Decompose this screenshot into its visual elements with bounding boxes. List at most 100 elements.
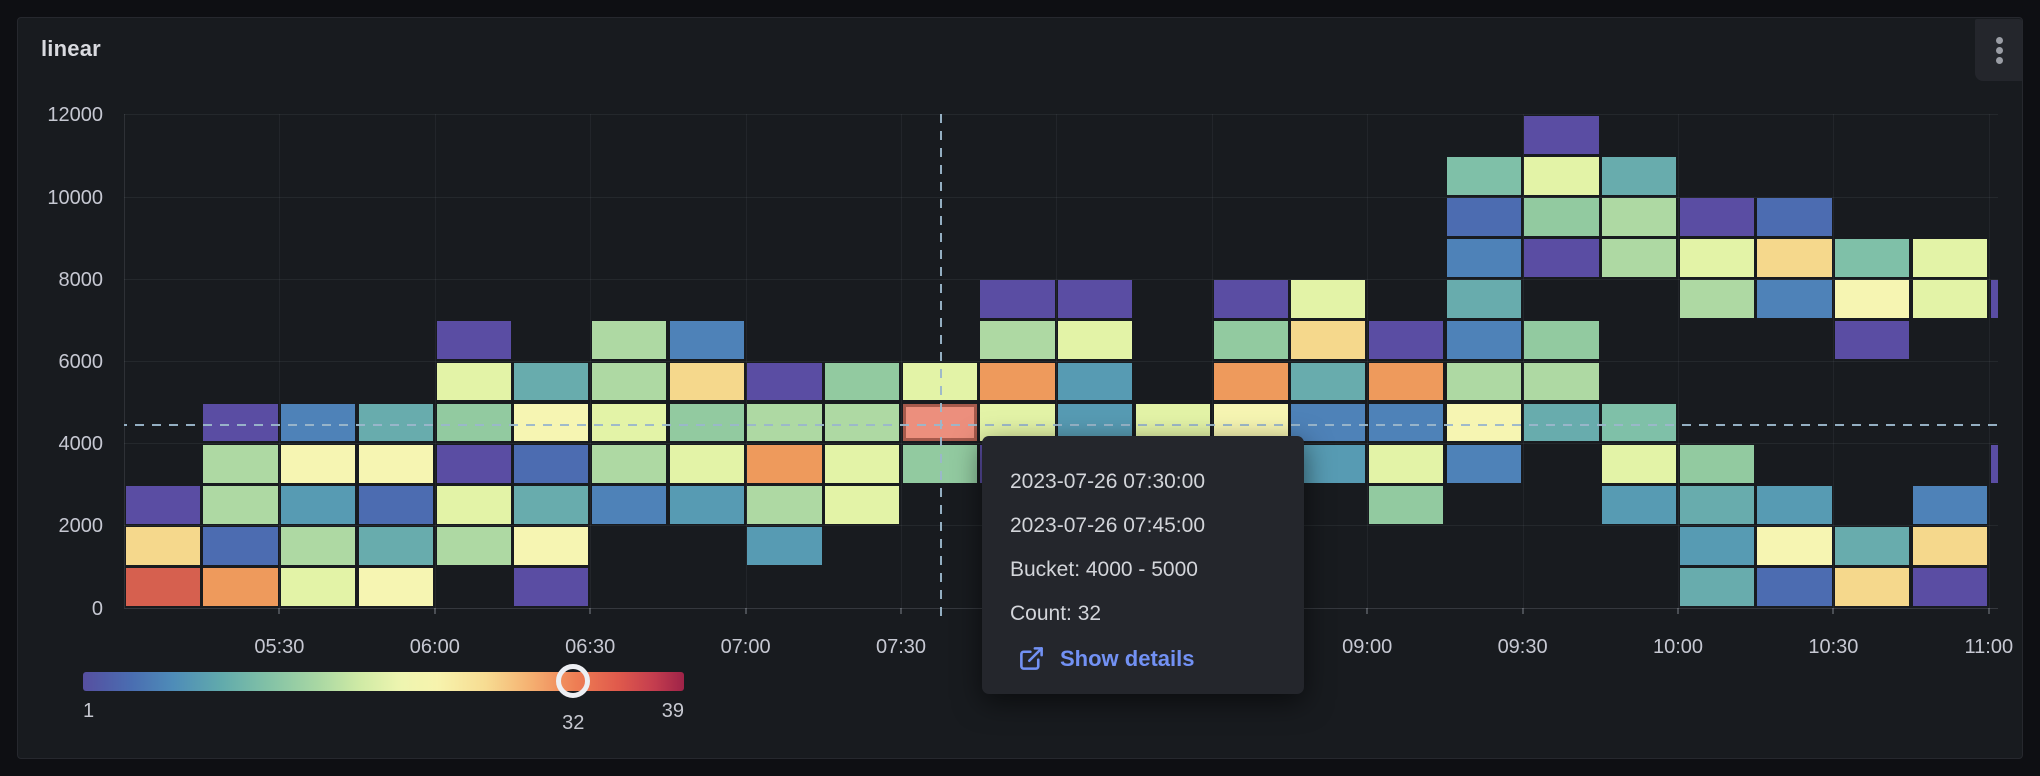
heatmap-cell[interactable] [669,444,744,483]
heatmap-cell[interactable] [1446,321,1521,360]
heatmap-cell[interactable] [1446,280,1521,319]
heatmap-cell[interactable] [1757,239,1832,278]
heatmap-cell[interactable] [669,321,744,360]
heatmap-cell[interactable] [1757,198,1832,236]
heatmap-cell[interactable] [281,526,356,565]
heatmap-cell[interactable] [1524,362,1599,401]
heatmap-cell[interactable] [747,362,822,401]
heatmap-cell[interactable] [1213,403,1288,442]
heatmap-plot[interactable] [124,114,1998,617]
heatmap-cell[interactable] [1602,444,1677,483]
heatmap-cell[interactable] [825,362,900,401]
heatmap-cell[interactable] [514,568,589,606]
heatmap-cell[interactable] [1602,403,1677,442]
heatmap-cell[interactable] [1757,485,1832,524]
heatmap-cell[interactable] [514,526,589,565]
heatmap-cell[interactable] [1990,280,1998,319]
heatmap-cell[interactable] [436,485,511,524]
heatmap-cell[interactable] [1602,485,1677,524]
heatmap-cell[interactable] [591,321,667,360]
heatmap-cell[interactable] [591,485,667,524]
heatmap-cell[interactable] [125,485,200,524]
heatmap-cell[interactable] [1213,321,1288,360]
heatmap-cell[interactable] [1524,239,1599,278]
heatmap-cell[interactable] [980,280,1055,319]
heatmap-cell[interactable] [203,403,278,442]
heatmap-cell[interactable] [436,444,511,483]
heatmap-cell[interactable] [747,526,822,565]
heatmap-cell[interactable] [1368,321,1444,360]
heatmap-cell[interactable] [1291,280,1366,319]
heatmap-cell[interactable] [1912,526,1988,565]
heatmap-cell[interactable] [1446,239,1521,278]
heatmap-cell[interactable] [1135,403,1211,442]
heatmap-cell[interactable] [1446,198,1521,236]
heatmap-cell[interactable] [1602,198,1677,236]
heatmap-cell[interactable] [1757,526,1832,565]
heatmap-cell[interactable] [1291,403,1366,442]
heatmap-cell[interactable] [1368,444,1444,483]
heatmap-cell[interactable] [669,403,744,442]
heatmap-cell[interactable] [125,526,200,565]
heatmap-cell[interactable] [825,403,900,442]
heatmap-cell[interactable] [358,526,434,565]
heatmap-cell[interactable] [1058,280,1133,319]
heatmap-cell[interactable] [514,485,589,524]
heatmap-cell[interactable] [1213,362,1288,401]
heatmap-cell[interactable] [1679,198,1754,236]
panel-menu-button[interactable] [1975,19,2022,81]
heatmap-cell[interactable] [1679,485,1754,524]
heatmap-cell[interactable] [358,403,434,442]
heatmap-cell[interactable] [1757,280,1832,319]
heatmap-cell[interactable] [1835,526,1910,565]
heatmap-cell[interactable] [902,362,977,401]
heatmap-cell[interactable] [1679,568,1754,606]
heatmap-cell[interactable] [1679,444,1754,483]
heatmap-cell[interactable] [436,403,511,442]
heatmap-cell[interactable] [747,485,822,524]
heatmap-cell[interactable] [281,444,356,483]
heatmap-cell[interactable] [1757,568,1832,606]
heatmap-cell[interactable] [1524,403,1599,442]
heatmap-cell[interactable] [203,526,278,565]
heatmap-cell[interactable] [591,403,667,442]
heatmap-cell[interactable] [358,568,434,606]
heatmap-cell[interactable] [1524,321,1599,360]
heatmap-cell[interactable] [1679,526,1754,565]
heatmap-cell[interactable] [1058,403,1133,442]
heatmap-cell[interactable] [1291,362,1366,401]
heatmap-cell[interactable] [281,485,356,524]
heatmap-cell[interactable] [1368,362,1444,401]
show-details-link[interactable]: Show details [1018,645,1278,672]
heatmap-cell[interactable] [281,568,356,606]
heatmap-cell[interactable] [203,568,278,606]
heatmap-cell[interactable] [747,403,822,442]
heatmap-cell[interactable] [1446,157,1521,195]
heatmap-cell[interactable] [980,362,1055,401]
heatmap-cell[interactable] [1912,568,1988,606]
heatmap-cell[interactable] [1524,198,1599,236]
heatmap-cell[interactable] [203,485,278,524]
heatmap-cell[interactable] [1602,239,1677,278]
heatmap-cell[interactable] [1291,321,1366,360]
heatmap-cell[interactable] [1990,444,1998,483]
heatmap-cell[interactable] [1912,239,1988,278]
heatmap-cell[interactable] [669,485,744,524]
heatmap-cell-highlighted[interactable] [902,403,977,442]
heatmap-cell[interactable] [514,444,589,483]
heatmap-cell[interactable] [125,568,200,606]
heatmap-cell[interactable] [1912,280,1988,319]
heatmap-cell[interactable] [1058,362,1133,401]
heatmap-cell[interactable] [1446,362,1521,401]
heatmap-cell[interactable] [1368,403,1444,442]
heatmap-cell[interactable] [669,362,744,401]
heatmap-cell[interactable] [747,444,822,483]
heatmap-cell[interactable] [358,444,434,483]
heatmap-cell[interactable] [358,485,434,524]
heatmap-cell[interactable] [1524,115,1599,154]
heatmap-cell[interactable] [591,362,667,401]
heatmap-cell[interactable] [1835,280,1910,319]
heatmap-cell[interactable] [825,485,900,524]
heatmap-cell[interactable] [436,526,511,565]
heatmap-cell[interactable] [1912,485,1988,524]
